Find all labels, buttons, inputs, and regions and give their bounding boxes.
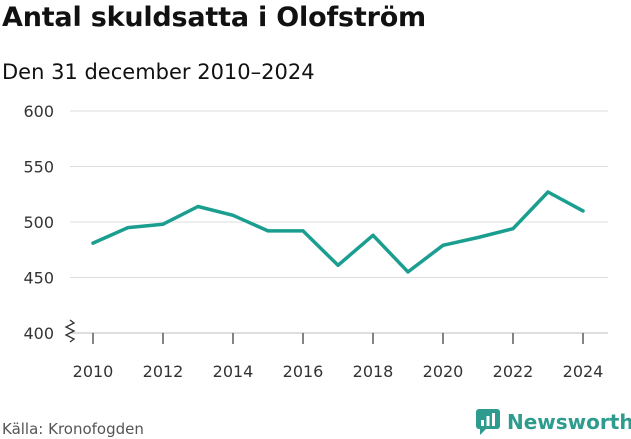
y-tick-label-400: 400 xyxy=(23,324,54,343)
x-tick-label-2016: 2016 xyxy=(283,362,324,381)
axis-break-icon xyxy=(64,319,76,343)
x-tick-label-2024: 2024 xyxy=(563,362,604,381)
y-tick-label-550: 550 xyxy=(23,158,54,177)
x-tick-label-2012: 2012 xyxy=(143,362,184,381)
data-point-2021 xyxy=(476,235,480,240)
x-tick-label-2020: 2020 xyxy=(423,362,464,381)
y-tick-label-600: 600 xyxy=(23,102,54,121)
line-chart: 400 450 500 550 600 2010 2012 2014 2016 2018 2020 2… xyxy=(23,102,608,381)
data-point-2015 xyxy=(266,229,270,233)
data-point-2022 xyxy=(511,227,515,231)
data-point-2013 xyxy=(196,204,200,209)
brand-name: Newsworthy xyxy=(507,410,631,434)
newsworthy-logo-icon xyxy=(476,409,500,435)
data-point-2016 xyxy=(301,229,305,233)
data-point-2010 xyxy=(91,241,95,245)
chart-subtitle: Den 31 december 2010–2024 xyxy=(2,60,315,84)
x-tick-label-2014: 2014 xyxy=(213,362,254,381)
y-tick-label-500: 500 xyxy=(23,213,54,232)
data-point-2020 xyxy=(441,243,445,247)
data-point-2018 xyxy=(371,233,375,237)
x-tick-label-2022: 2022 xyxy=(493,362,534,381)
x-tick-label-2018: 2018 xyxy=(353,362,394,381)
data-point-2019 xyxy=(406,270,410,274)
data-point-2012 xyxy=(161,222,165,226)
newsworthy-brand[interactable]: Newsworthy xyxy=(476,409,631,435)
x-tick-label-2010: 2010 xyxy=(73,362,114,381)
series-line-0 xyxy=(91,190,585,274)
data-point-2011 xyxy=(126,225,130,230)
source-note: Källa: Kronofogden xyxy=(2,420,144,438)
chart-title: Antal skuldsatta i Olofström xyxy=(2,2,426,33)
data-point-2014 xyxy=(231,213,235,217)
data-point-2023 xyxy=(546,190,550,194)
data-point-2024 xyxy=(581,209,585,213)
data-point-2017 xyxy=(336,263,340,267)
y-tick-label-450: 450 xyxy=(23,269,54,288)
